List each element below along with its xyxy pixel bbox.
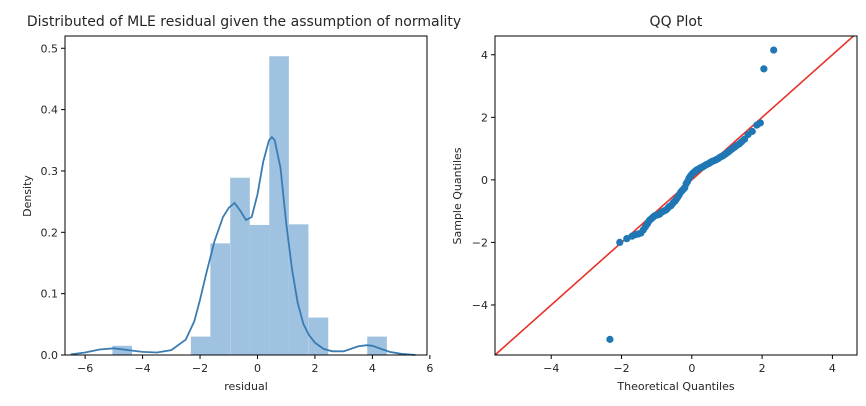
- x-tick-label: −2: [613, 362, 629, 375]
- qq-x-ticks: −4 −2 0 2 4: [543, 355, 836, 375]
- y-tick-label: −4: [472, 299, 488, 312]
- histogram-bar: [112, 345, 133, 355]
- histogram-bar: [269, 56, 289, 355]
- x-tick-label: 2: [311, 362, 318, 375]
- qq-axes-frame: [494, 35, 858, 356]
- histogram-axes-frame: [64, 35, 428, 356]
- qq-point: [606, 335, 614, 343]
- qq-points: [606, 46, 778, 343]
- histogram-bar: [288, 224, 309, 355]
- qq-point: [616, 238, 624, 247]
- x-tick-label: 4: [369, 362, 376, 375]
- y-tick-label: 0.5: [41, 42, 59, 55]
- x-tick-label: 2: [759, 362, 766, 375]
- histogram-bar: [190, 336, 211, 355]
- histogram-bar: [249, 224, 270, 355]
- histogram-bar: [308, 317, 329, 355]
- histogram-bar: [210, 243, 230, 355]
- x-tick-label: 0: [254, 362, 261, 375]
- x-tick-label: −6: [77, 362, 93, 375]
- x-tick-label: 6: [426, 362, 433, 375]
- histogram-x-label: residual: [224, 380, 268, 393]
- qq-y-label: Sample Quantiles: [451, 147, 464, 244]
- qq-point: [770, 46, 778, 54]
- y-tick-label: 0.3: [41, 165, 59, 178]
- y-tick-label: 2: [481, 111, 488, 124]
- histogram-y-ticks: 0.0 0.1 0.2 0.3 0.4 0.5: [41, 42, 65, 362]
- histogram-bar: [230, 177, 250, 355]
- histogram-bar: [367, 336, 387, 355]
- y-tick-label: 4: [481, 49, 488, 62]
- qq-panel: QQ Plot −4 −2 0 2 4 −4 −2 0 2 4 Theoretical Quan…: [451, 14, 858, 393]
- histogram-y-label: Density: [21, 175, 34, 217]
- kde-curve: [70, 135, 416, 356]
- qq-title: QQ Plot: [650, 14, 703, 30]
- x-tick-label: −4: [134, 362, 150, 375]
- y-tick-label: 0.1: [41, 288, 59, 301]
- x-tick-label: −2: [192, 362, 208, 375]
- qq-point: [748, 127, 756, 135]
- x-tick-label: 4: [829, 362, 836, 375]
- histogram-x-ticks: −6 −4 −2 0 2 4 6: [77, 355, 433, 375]
- qq-point: [756, 119, 764, 127]
- x-tick-label: −4: [543, 362, 559, 375]
- y-tick-label: 0.2: [41, 226, 59, 239]
- histogram-bars: [112, 56, 387, 355]
- y-tick-label: 0.4: [41, 104, 59, 117]
- y-tick-label: −2: [472, 236, 488, 249]
- qq-x-label: Theoretical Quantiles: [616, 380, 734, 393]
- histogram-panel: Distributed of MLE residual given the as…: [21, 14, 461, 393]
- x-tick-label: 0: [688, 362, 695, 375]
- histogram-title: Distributed of MLE residual given the as…: [27, 14, 461, 30]
- qq-point: [760, 65, 768, 73]
- qq-y-ticks: −4 −2 0 2 4: [472, 49, 495, 312]
- y-tick-label: 0: [481, 174, 488, 187]
- y-tick-label: 0.0: [41, 349, 59, 362]
